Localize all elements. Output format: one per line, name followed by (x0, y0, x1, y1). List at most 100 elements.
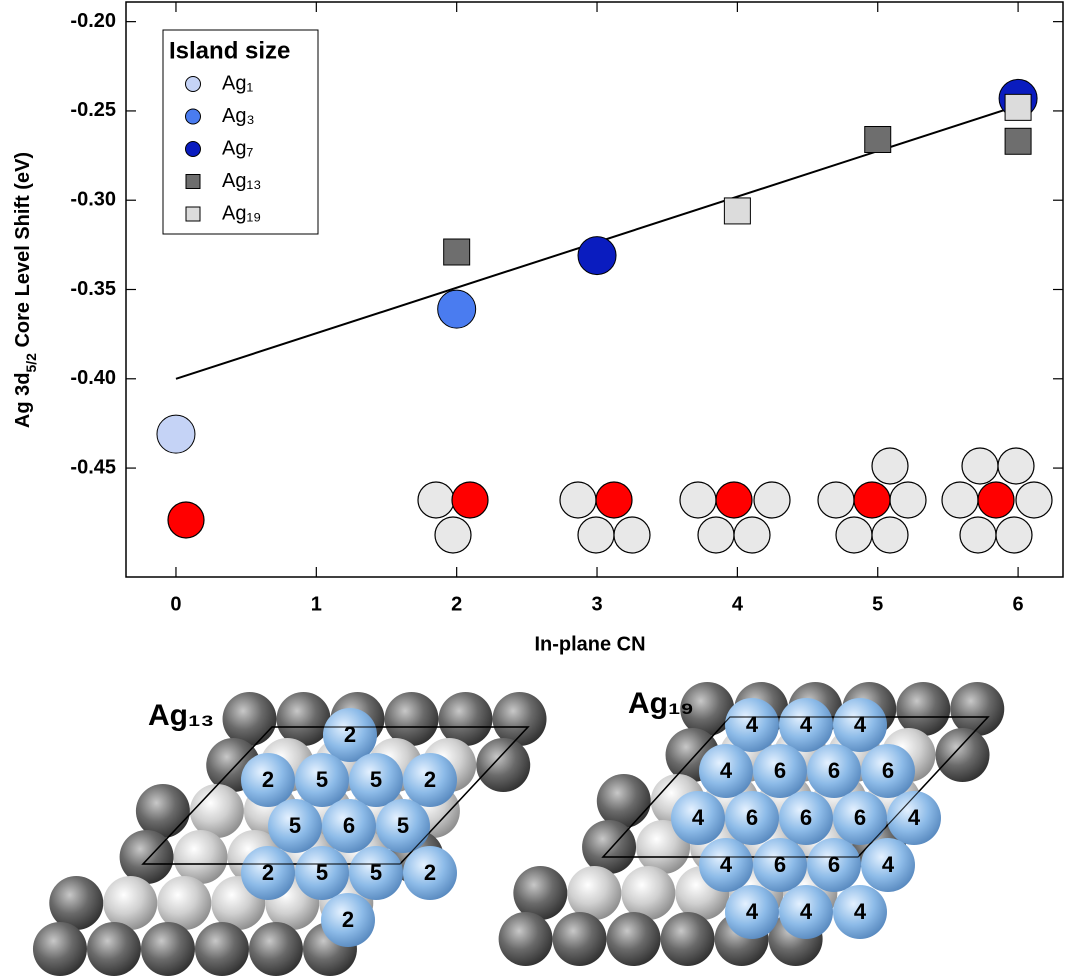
y-tick-label: -0.35 (70, 278, 116, 300)
atom-cn-label: 6 (828, 852, 840, 877)
x-tick-label: 3 (591, 593, 602, 615)
y-tick-label: -0.20 (70, 10, 116, 32)
atom-icon (872, 517, 908, 553)
marker-square (444, 239, 470, 265)
marker-square (186, 207, 200, 221)
atom-cn-label: 5 (397, 813, 409, 838)
structure-label: Ag₁₉ (628, 687, 694, 720)
atom-icon (680, 482, 716, 518)
marker-square (186, 175, 200, 189)
atom-icon (698, 517, 734, 553)
x-tick-label: 4 (732, 593, 744, 615)
atom-icon (998, 448, 1034, 484)
atom-cn-label: 6 (854, 805, 866, 830)
atom-icon (854, 482, 890, 518)
marker-square (865, 127, 891, 153)
atom-icon (836, 517, 872, 553)
substrate-atom (513, 866, 567, 920)
x-tick-label: 6 (1013, 593, 1024, 615)
x-tick-label: 5 (872, 593, 883, 615)
coordination-icons (168, 448, 1052, 553)
atom-icon (1016, 482, 1052, 518)
atom-cn-label: 4 (800, 712, 813, 737)
atom-icon (418, 482, 454, 518)
atom-cn-label: 5 (370, 767, 382, 792)
atom-cn-label: 5 (316, 767, 328, 792)
substrate-atom (439, 692, 493, 746)
atom-icon (596, 482, 632, 518)
substrate-atom (896, 682, 950, 736)
marker-circle (186, 109, 201, 124)
x-tick-label: 2 (451, 593, 462, 615)
atom-cn-label: 2 (344, 722, 356, 747)
atom-cn-label: 5 (289, 813, 301, 838)
atom-icon (872, 448, 908, 484)
substrate-atom (141, 922, 195, 976)
substrate-atom (553, 912, 607, 966)
substrate-atom (499, 912, 553, 966)
substrate-atom (597, 774, 651, 828)
atom-cn-label: 4 (908, 805, 921, 830)
atom-icon (978, 482, 1014, 518)
legend: Island size Ag₁ Ag₃ Ag₇ Ag₁₃ Ag₁₉ (163, 30, 318, 234)
legend-label: Ag₇ (222, 137, 253, 159)
legend-label: Ag₁₃ (222, 170, 261, 192)
structure-label: Ag₁₃ (148, 699, 214, 732)
marker-circle (186, 77, 201, 92)
atom-cn-label: 2 (424, 767, 436, 792)
y-tick-label: -0.40 (70, 367, 116, 389)
legend-label: Ag₁ (222, 72, 253, 94)
atom-cn-label: 4 (800, 899, 813, 924)
substrate-atom (33, 922, 87, 976)
atom-cn-label: 4 (854, 712, 867, 737)
x-axis-label: In-plane CN (534, 633, 645, 655)
atom-icon (890, 482, 926, 518)
figure: -0.20-0.25-0.30-0.35-0.40-0.450123456Isl… (0, 0, 1065, 979)
legend-label: Ag₃ (222, 105, 255, 127)
atom-icon (996, 517, 1032, 553)
atom-icon (960, 517, 996, 553)
substrate-atom (582, 820, 636, 874)
substrate-atom (174, 830, 228, 884)
y-tick-label: -0.45 (70, 456, 116, 478)
legend-title: Island size (169, 37, 290, 64)
y-tick-label: -0.30 (70, 188, 116, 210)
atom-icon (754, 482, 790, 518)
atom-cn-label: 2 (424, 860, 436, 885)
atom-cn-label: 6 (774, 758, 786, 783)
atom-icon (435, 517, 471, 553)
legend-label: Ag₁₉ (222, 202, 261, 224)
atom-cn-label: 4 (720, 852, 733, 877)
y-label-text: Ag 3d (12, 373, 34, 429)
atom-cn-label: 4 (746, 712, 759, 737)
atom-icon (734, 517, 770, 553)
atom-cn-label: 2 (262, 767, 274, 792)
atom-icon (942, 482, 978, 518)
atom-cn-label: 4 (692, 805, 705, 830)
y-tick-label: -0.25 (70, 99, 116, 121)
x-tick-label: 1 (311, 593, 322, 615)
atom-icon (578, 517, 614, 553)
x-tick-label: 0 (170, 593, 181, 615)
atom-icon (560, 482, 596, 518)
atom-icon (452, 482, 488, 518)
atom-cn-label: 4 (720, 758, 733, 783)
substrate-atom (567, 866, 621, 920)
atom-cn-label: 6 (800, 805, 812, 830)
substrate-atom (936, 728, 990, 782)
atom-cn-label: 2 (342, 907, 354, 932)
substrate-atom (103, 876, 157, 930)
atom-icon (716, 482, 752, 518)
y-label-sub: 5/2 (23, 353, 39, 373)
substrate-atom (476, 738, 530, 792)
substrate-atom (120, 830, 174, 884)
atom-cn-label: 4 (882, 852, 895, 877)
substrate-atom (136, 784, 190, 838)
atom-cn-label: 6 (343, 813, 355, 838)
substrate-atom (385, 692, 439, 746)
substrate-atom (190, 784, 244, 838)
marker-circle (438, 290, 476, 328)
substrate-atom (277, 692, 331, 746)
